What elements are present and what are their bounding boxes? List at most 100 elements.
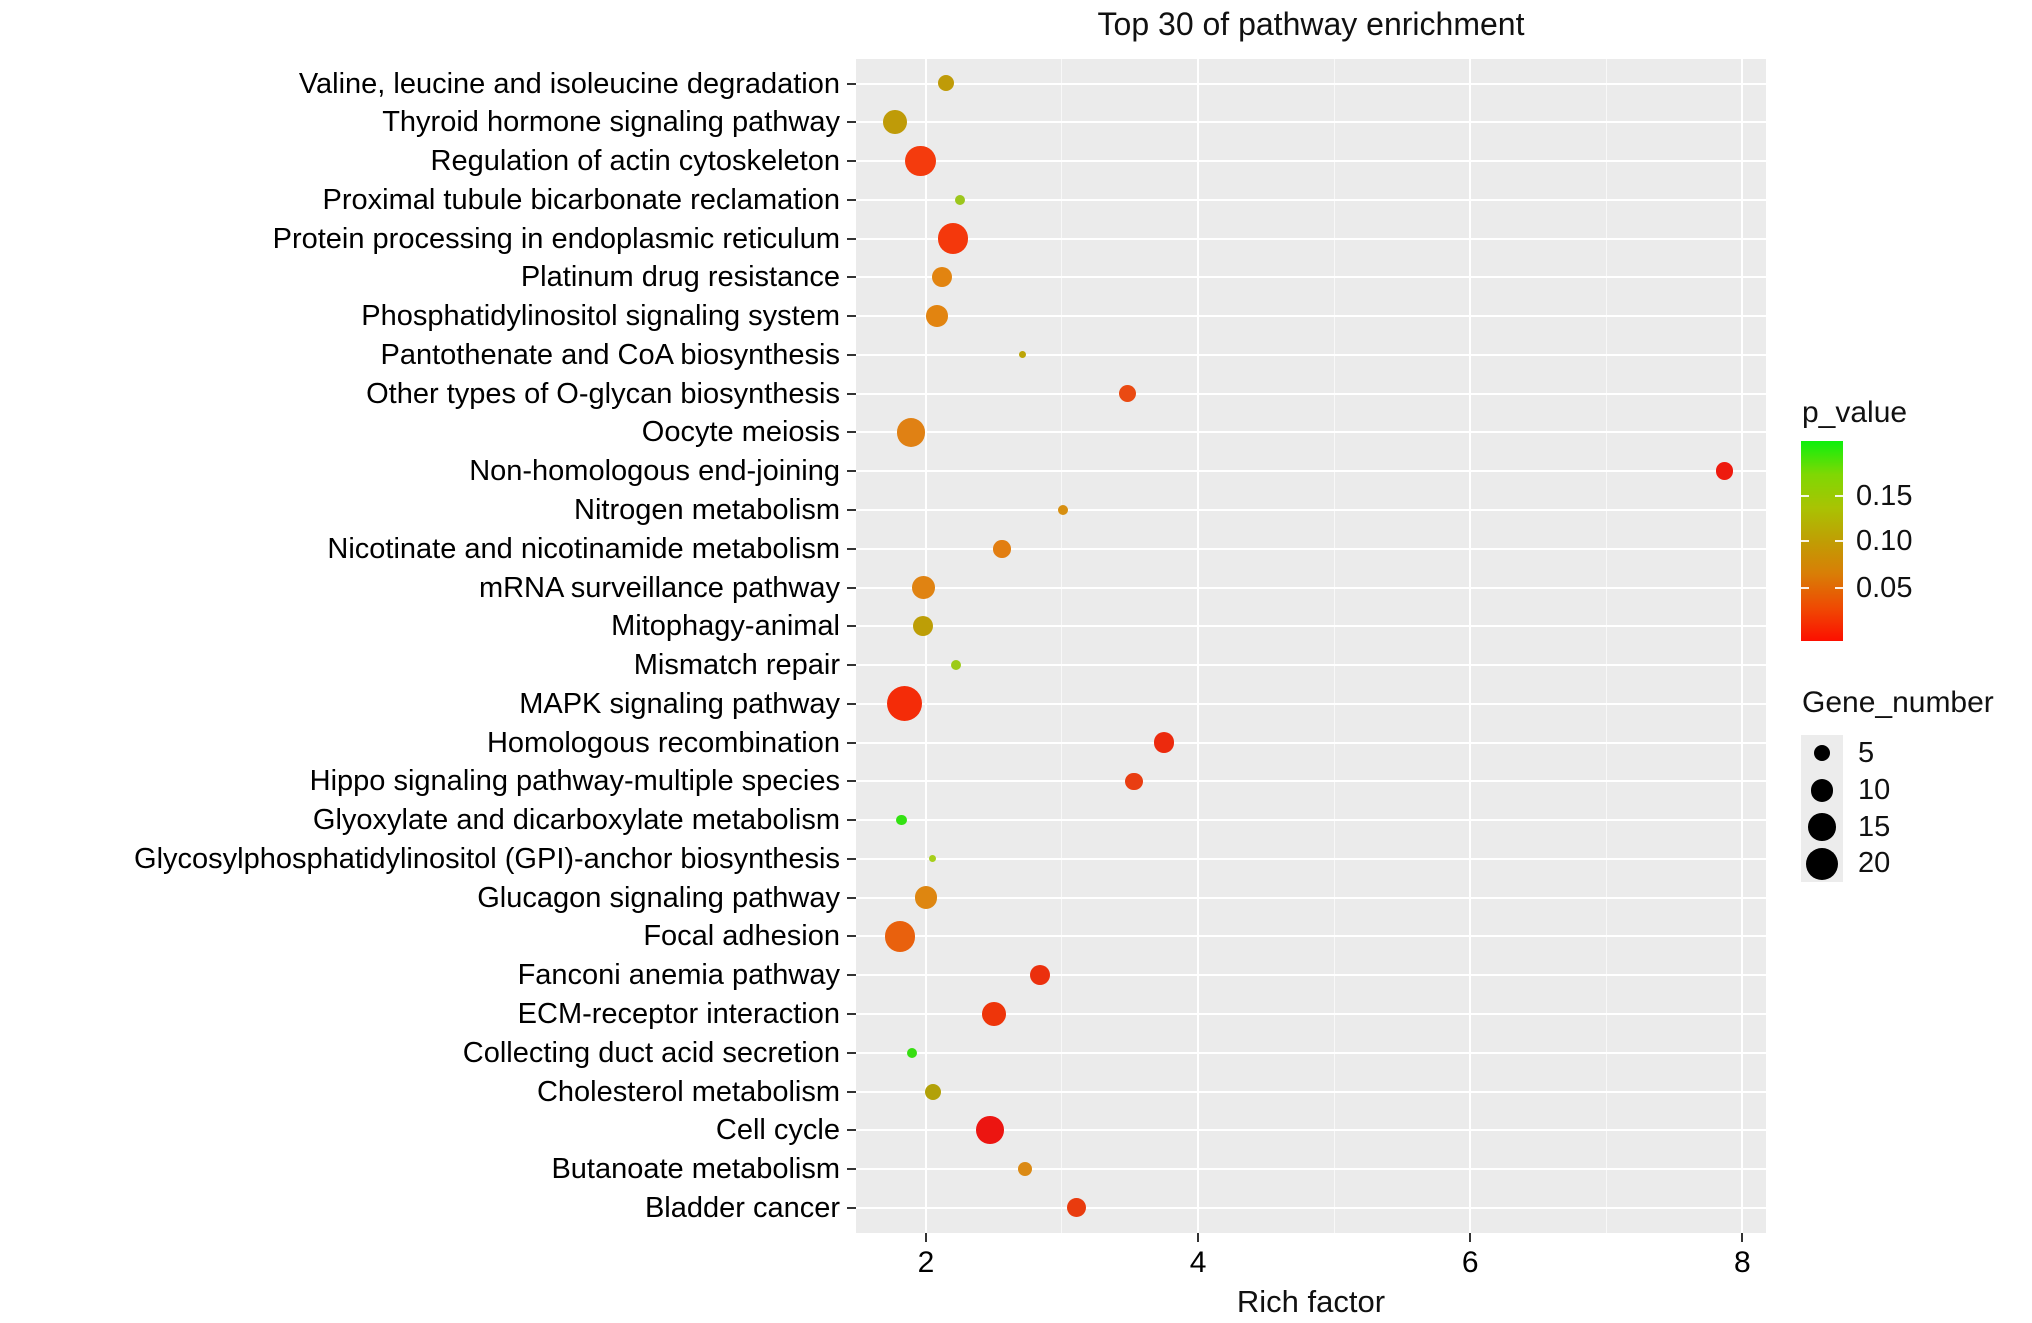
y-axis-label: Glucagon signaling pathway — [477, 881, 840, 914]
y-axis-tick — [847, 586, 856, 589]
x-axis-tick — [924, 1233, 927, 1242]
pvalue-legend-title: p_value — [1802, 396, 1908, 429]
chart-title: Top 30 of pathway enrichment — [1097, 6, 1525, 42]
data-point — [911, 576, 935, 599]
pvalue-bar-tick — [1835, 540, 1843, 542]
minor-gridline — [1061, 59, 1063, 1233]
gene-number-legend-label: 20 — [1858, 847, 1891, 880]
y-axis-label: Oocyte meiosis — [641, 416, 840, 449]
data-point — [1715, 462, 1734, 480]
x-axis-tick-label: 4 — [1189, 1246, 1207, 1279]
row-gridline — [856, 664, 1766, 667]
data-point — [1153, 732, 1175, 753]
major-gridline — [924, 59, 927, 1233]
x-axis-tick-label: 6 — [1461, 1246, 1479, 1279]
row-gridline — [856, 974, 1766, 977]
row-gridline — [856, 82, 1766, 85]
y-axis-label: Non-homologous end-joining — [469, 455, 840, 488]
data-point — [976, 1116, 1004, 1145]
gene-number-legend-dot — [1810, 778, 1834, 802]
data-point — [882, 110, 907, 135]
y-axis-label: Phosphatidylinositol signaling system — [361, 300, 840, 333]
row-gridline — [856, 121, 1766, 124]
data-point — [886, 686, 922, 722]
data-point — [913, 616, 934, 637]
y-axis-label: MAPK signaling pathway — [519, 687, 840, 720]
row-gridline — [856, 702, 1766, 705]
y-axis-tick — [847, 741, 856, 744]
data-point — [926, 305, 948, 327]
x-axis-tick — [1197, 1233, 1200, 1242]
gene-number-legend-title: Gene_number — [1802, 686, 1994, 719]
pvalue-tick-label: 0.05 — [1856, 572, 1913, 604]
row-gridline — [856, 586, 1766, 589]
y-axis-tick — [847, 1129, 856, 1132]
pvalue-bar-tick — [1801, 587, 1809, 589]
data-point — [896, 815, 907, 826]
row-gridline — [856, 896, 1766, 899]
row-gridline — [856, 392, 1766, 395]
y-axis-tick — [847, 121, 856, 124]
y-axis-label: Cell cycle — [715, 1114, 840, 1147]
data-point — [932, 267, 953, 288]
data-point — [914, 886, 938, 909]
row-gridline — [856, 780, 1766, 783]
pvalue-bar-tick — [1835, 587, 1843, 589]
pvalue-bar-tick — [1801, 540, 1809, 542]
y-axis-tick — [847, 819, 856, 822]
data-point — [938, 75, 955, 92]
data-point — [884, 921, 916, 952]
row-gridline — [856, 431, 1766, 434]
y-axis-tick — [847, 547, 856, 550]
data-point — [896, 418, 926, 447]
data-point — [1018, 351, 1027, 359]
y-axis-label: Regulation of actin cytoskeleton — [430, 145, 840, 178]
major-gridline — [1197, 59, 1200, 1233]
y-axis-tick — [847, 431, 856, 434]
y-axis-label: Other types of O-glycan biosynthesis — [366, 377, 840, 410]
row-gridline — [856, 237, 1766, 240]
major-gridline — [1469, 59, 1472, 1233]
y-axis-label: Platinum drug resistance — [520, 261, 840, 294]
y-axis-label: Bladder cancer — [644, 1191, 840, 1224]
y-axis-tick — [847, 1012, 856, 1015]
data-point — [1030, 965, 1051, 986]
y-axis-tick — [847, 392, 856, 395]
data-point — [937, 223, 969, 254]
y-axis-label: Glyoxylate and dicarboxylate metabolism — [312, 804, 840, 837]
minor-gridline — [1333, 59, 1335, 1233]
y-axis-tick — [847, 237, 856, 240]
y-axis-tick — [847, 780, 856, 783]
y-axis-tick — [847, 702, 856, 705]
row-gridline — [856, 1129, 1766, 1132]
data-point — [993, 539, 1011, 558]
y-axis-label: Protein processing in endoplasmic reticu… — [272, 222, 840, 255]
row-gridline — [856, 470, 1766, 473]
gene-number-legend-label: 5 — [1858, 737, 1875, 769]
gene-number-legend-dot — [1813, 745, 1830, 762]
y-axis-label: Butanoate metabolism — [551, 1153, 840, 1186]
row-gridline — [856, 1168, 1766, 1171]
y-axis-label: Nitrogen metabolism — [574, 493, 840, 526]
row-gridline — [856, 1090, 1766, 1093]
data-point — [907, 1047, 918, 1058]
y-axis-label: Cholesterol metabolism — [536, 1075, 840, 1108]
row-gridline — [856, 160, 1766, 163]
gene-number-legend-label: 10 — [1858, 773, 1891, 806]
gene-number-legend-dot — [1805, 847, 1838, 880]
row-gridline — [856, 819, 1766, 822]
y-axis-label: Focal adhesion — [643, 920, 840, 953]
y-axis-tick — [847, 198, 856, 201]
data-point — [1125, 772, 1143, 791]
data-point — [954, 194, 965, 205]
minor-gridline — [1605, 59, 1607, 1233]
y-axis-label: Fanconi anemia pathway — [517, 959, 840, 992]
y-axis-label: ECM-receptor interaction — [517, 997, 840, 1030]
y-axis-label: Collecting duct acid secretion — [462, 1036, 840, 1069]
y-axis-tick — [847, 625, 856, 628]
data-point — [1067, 1198, 1087, 1218]
data-point — [1058, 504, 1069, 516]
y-axis-label: Mitophagy-animal — [611, 610, 840, 643]
y-axis-label: Proximal tubule bicarbonate reclamation — [322, 183, 840, 216]
data-point — [1018, 1161, 1033, 1177]
